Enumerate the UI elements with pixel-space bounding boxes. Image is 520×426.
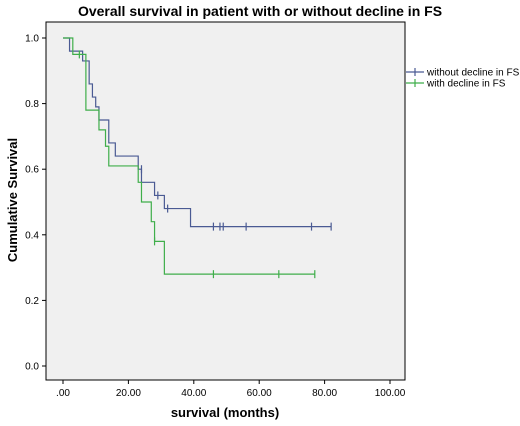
y-axis-label: Cumulative Survival <box>5 138 20 262</box>
x-tick-label: 60.00 <box>247 388 272 399</box>
series-line-2 <box>63 37 315 275</box>
y-tick-label: 0.8 <box>25 99 39 110</box>
x-tick-label: 80.00 <box>312 388 337 399</box>
chart-title: Overall survival in patient with or with… <box>77 3 443 19</box>
x-tick-label: 40.00 <box>181 388 206 399</box>
legend-label: without decline in FS <box>426 68 520 79</box>
x-tick-label: .00 <box>56 388 70 399</box>
y-tick-label: 0.4 <box>25 230 39 241</box>
y-tick-label: 0.0 <box>25 362 39 373</box>
y-tick-label: 1.0 <box>25 34 39 45</box>
x-axis-label: survival (months) <box>171 405 279 420</box>
x-tick-label: 20.00 <box>116 388 141 399</box>
x-tick-label: 100.00 <box>375 388 406 399</box>
y-tick-label: 0.2 <box>25 296 39 307</box>
plot-area <box>45 21 406 381</box>
y-tick-label: 0.6 <box>25 165 39 176</box>
legend-label: with decline in FS <box>426 79 506 90</box>
